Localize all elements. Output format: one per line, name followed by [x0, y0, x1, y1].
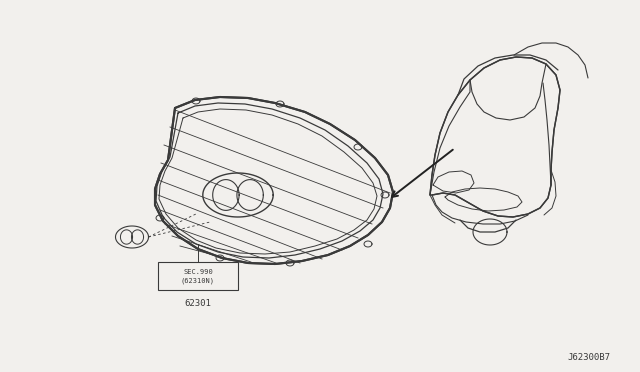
Text: SEC.990
(62310N): SEC.990 (62310N)	[181, 269, 215, 283]
Text: J62300B7: J62300B7	[567, 353, 610, 362]
Text: 62301: 62301	[184, 298, 211, 308]
Polygon shape	[430, 57, 560, 217]
Bar	[158, 262, 238, 290]
Polygon shape	[155, 97, 393, 264]
